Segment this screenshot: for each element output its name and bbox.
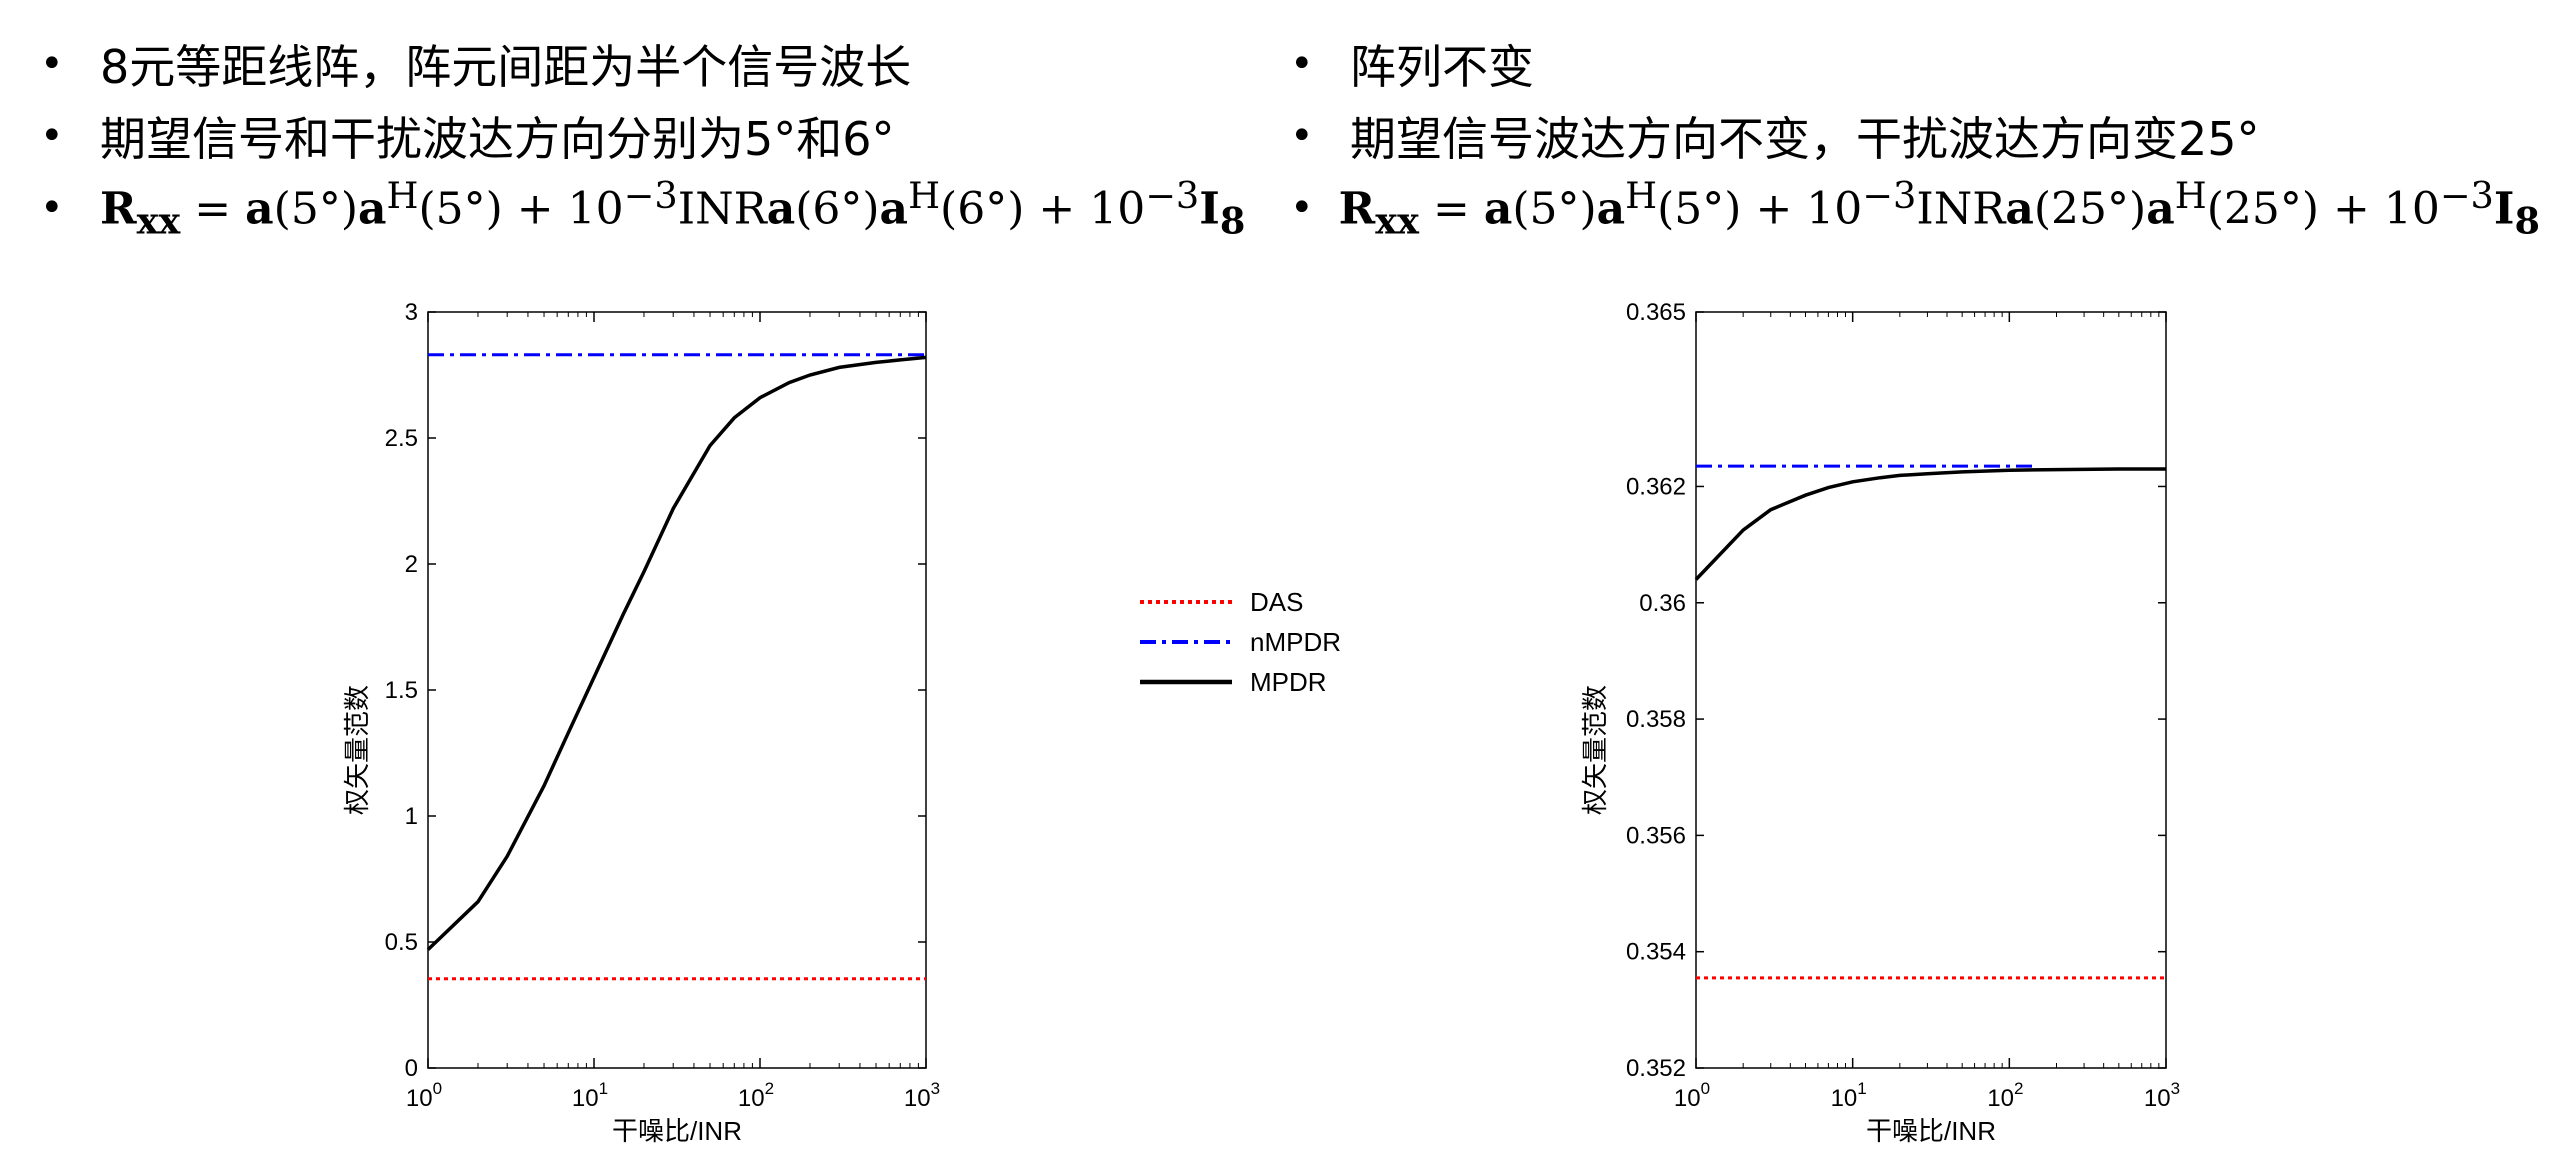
formula-eq: = <box>194 183 246 235</box>
formula-sup: H <box>1625 173 1658 217</box>
x-tick-label: 103 <box>2144 1079 2180 1112</box>
formula-a: a <box>1483 183 1513 235</box>
legend-label: MPDR <box>1250 667 1327 697</box>
covariance-formula: Rxx = a(5°)aH(5°) + 10−3INRa(6°)aH(6°) +… <box>100 174 1245 242</box>
x-tick-label: 102 <box>738 1079 774 1112</box>
plot-frame <box>427 311 927 1069</box>
chart-1: 0 0.5 1 1.5 2 2.5 3 100 101 102 103 干噪比/INR 权矢量范数 <box>342 299 940 1146</box>
formula-arg: (6°) <box>795 183 880 235</box>
y-tick-label: 0.362 <box>1626 473 1686 500</box>
covariance-formula: Rxx = a(5°)aH(5°) + 10−3INRa(25°)aH(25°)… <box>1339 174 2540 242</box>
bullet-text: 期望信号和干扰波达方向分别为5°和6° <box>100 112 895 166</box>
x-tick-label: 100 <box>1674 1079 1710 1112</box>
formula-sup: −3 <box>1145 173 1200 217</box>
formula-arg: (5°) + 10 <box>418 183 624 235</box>
y-tick-label: 0.356 <box>1626 822 1686 849</box>
formula-arg: (5°) <box>1512 183 1597 235</box>
bullet-dot: • <box>1290 41 1314 87</box>
series-line-mpdr <box>426 355 927 951</box>
formula-I: I <box>1199 183 1220 235</box>
y-axis-label: 权矢量范数 <box>1580 685 1610 815</box>
formula-sup: H <box>2174 173 2207 217</box>
y-axis-label: 权矢量范数 <box>342 685 372 815</box>
formula-R: R <box>1338 183 1376 235</box>
y-tick-label: 0.354 <box>1626 939 1686 966</box>
formula-sup: −3 <box>623 173 678 217</box>
legend: DAS nMPDR MPDR <box>1140 587 1341 697</box>
formula-I-sub: 8 <box>2514 199 2540 243</box>
bullet-text: 期望信号波达方向不变，干扰波达方向变25° <box>1350 112 2260 166</box>
y-tick-label: 0.352 <box>1626 1055 1686 1082</box>
y-tick-label: 1.5 <box>385 677 418 704</box>
bullet-dot: • <box>40 113 64 159</box>
formula-a: a <box>358 183 387 235</box>
formula-eq: = <box>1432 183 1484 235</box>
legend-label: DAS <box>1250 587 1303 617</box>
x-tick-label: 101 <box>572 1079 608 1112</box>
series-line-mpdr <box>1694 467 2166 581</box>
x-tick-label: 102 <box>1987 1079 2023 1112</box>
formula-inr: INR <box>677 183 767 235</box>
formula-inr: INR <box>1916 183 2006 235</box>
formula-sup: H <box>908 173 941 217</box>
x-tick-label: 100 <box>406 1079 442 1112</box>
formula-arg: (5°) <box>273 183 358 235</box>
chart-2: 0.352 0.354 0.356 0.358 0.36 0.362 0.365 100 101… <box>1580 299 2180 1146</box>
formula-R: R <box>100 183 137 235</box>
bullet-item: • 期望信号和干扰波达方向分别为5°和6° <box>40 100 1270 172</box>
right-bullet-list: • 阵列不变 • 期望信号波达方向不变，干扰波达方向变25° • Rxx = a… <box>1290 28 2540 244</box>
formula-sup: H <box>386 173 419 217</box>
formula-a: a <box>879 183 909 235</box>
bullet-item: • 8元等距线阵，阵元间距为半个信号波长 <box>40 28 1270 100</box>
formula-arg: (5°) + 10 <box>1657 183 1863 235</box>
formula-R-sub: xx <box>136 199 181 243</box>
formula-I: I <box>2493 183 2515 235</box>
left-bullet-list: • 8元等距线阵，阵元间距为半个信号波长 • 期望信号和干扰波达方向分别为5°和… <box>40 28 1270 244</box>
x-tick-label: 101 <box>1831 1079 1867 1112</box>
y-tick-label: 1 <box>405 803 418 830</box>
y-tick-label: 3 <box>405 299 418 326</box>
formula-I-sub: 8 <box>1219 199 1246 243</box>
formula-arg: (25°) <box>2033 183 2147 235</box>
plot-frame <box>1695 311 2167 1069</box>
bullet-dot: • <box>40 185 64 231</box>
formula-a: a <box>1596 183 1626 235</box>
legend-label: nMPDR <box>1250 627 1341 657</box>
formula-a: a <box>2146 183 2175 235</box>
y-tick-label: 0.365 <box>1626 299 1686 326</box>
formula-sup: −3 <box>1862 173 1917 217</box>
y-tick-label: 2 <box>405 551 418 578</box>
formula-a: a <box>245 183 274 235</box>
y-tick-label: 0.358 <box>1626 706 1686 733</box>
bullet-text: 阵列不变 <box>1350 40 1534 94</box>
bullet-dot: • <box>1290 185 1314 231</box>
bullet-dot: • <box>1290 113 1314 159</box>
x-axis-label: 干噪比/INR <box>612 1116 742 1146</box>
y-tick-label: 0.36 <box>1639 590 1686 617</box>
formula-sup: −3 <box>2439 173 2494 217</box>
bullet-dot: • <box>40 41 64 87</box>
y-tick-label: 0 <box>405 1055 418 1082</box>
x-tick-label: 103 <box>904 1079 940 1112</box>
y-tick-label: 2.5 <box>385 425 418 452</box>
bullet-item: • 阵列不变 <box>1290 28 2540 100</box>
bullet-text: 8元等距线阵，阵元间距为半个信号波长 <box>100 40 912 94</box>
y-tick-label: 0.5 <box>385 929 418 956</box>
bullet-item: • Rxx = a(5°)aH(5°) + 10−3INRa(25°)aH(25… <box>1290 172 2540 244</box>
bullet-item: • 期望信号波达方向不变，干扰波达方向变25° <box>1290 100 2540 172</box>
formula-arg: (25°) + 10 <box>2206 183 2440 235</box>
bullet-item: • Rxx = a(5°)aH(5°) + 10−3INRa(6°)aH(6°)… <box>40 172 1270 244</box>
formula-a: a <box>2005 183 2034 235</box>
x-axis-label: 干噪比/INR <box>1866 1116 1996 1146</box>
formula-arg: (6°) + 10 <box>940 183 1146 235</box>
formula-R-sub: xx <box>1375 199 1419 243</box>
formula-a: a <box>766 183 796 235</box>
